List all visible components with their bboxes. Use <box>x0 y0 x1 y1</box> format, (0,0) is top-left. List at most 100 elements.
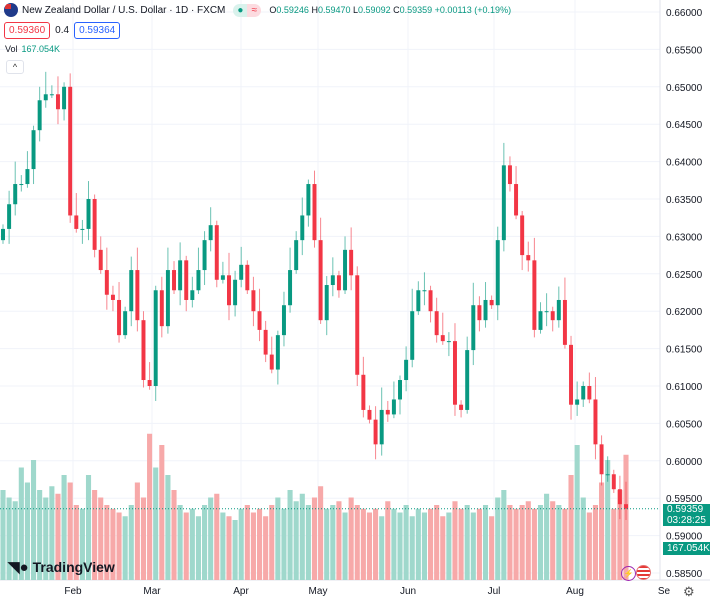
volume-bar <box>550 501 556 580</box>
candle-body <box>556 299 561 321</box>
y-tick-label: 0.62000 <box>666 307 703 318</box>
volume-bar <box>116 512 122 580</box>
bid-ask-row: 0.59360 0.4 0.59364 <box>4 22 121 39</box>
candle-body <box>605 474 610 476</box>
candle-body <box>233 279 238 306</box>
volume-bar <box>592 505 599 580</box>
volume-bar <box>55 493 61 580</box>
volume-bar <box>568 475 574 580</box>
candle-body <box>43 94 48 101</box>
candle-body <box>239 264 244 280</box>
volume-bar <box>495 497 501 580</box>
candle-body <box>410 311 415 360</box>
volume-bar <box>482 505 489 580</box>
volume-bar <box>354 505 360 580</box>
candle-body <box>25 169 30 185</box>
volume-bar <box>49 486 55 580</box>
volume-bar <box>415 508 421 580</box>
settings-gear-icon[interactable]: ⚙ <box>683 584 695 599</box>
y-tick-label: 0.63500 <box>666 195 703 206</box>
candle-body <box>379 409 384 445</box>
candle-body <box>581 386 586 400</box>
candle-body <box>159 290 164 327</box>
y-tick-label: 0.64500 <box>666 120 703 131</box>
volume-bar <box>324 508 330 580</box>
candle-body <box>611 474 616 490</box>
candle-body <box>477 305 482 321</box>
volume-bar <box>440 516 446 580</box>
volume-bar <box>489 516 495 580</box>
volume-tag: 167.054K <box>663 542 710 555</box>
candle-body <box>300 215 305 241</box>
candle-body <box>281 305 286 336</box>
symbol-title[interactable]: New Zealand Dollar / U.S. Dollar · 1D · … <box>22 4 226 16</box>
volume-bar <box>446 512 452 580</box>
candle-body <box>440 335 445 342</box>
candle-body <box>220 275 225 280</box>
volume-bar <box>556 505 562 580</box>
candle-body <box>501 165 506 241</box>
volume-bar <box>409 516 415 580</box>
volume-bar <box>318 486 324 580</box>
volume-bar <box>574 445 580 580</box>
volume-bar <box>153 467 159 580</box>
volume-bar <box>263 516 269 580</box>
candle-body <box>98 249 103 271</box>
volume-bar <box>599 482 605 580</box>
candle-body <box>184 260 189 300</box>
y-tick-label: 0.65500 <box>666 45 703 56</box>
chart-legend: New Zealand Dollar / U.S. Dollar · 1D · … <box>4 3 511 17</box>
candle-body <box>544 311 549 313</box>
candle-body <box>214 225 219 280</box>
volume-bar <box>470 512 476 580</box>
sell-button[interactable]: 0.59360 <box>4 22 51 39</box>
y-tick-label: 0.60000 <box>666 457 703 468</box>
candle-body <box>245 264 250 291</box>
buy-button[interactable]: 0.59364 <box>74 22 121 39</box>
x-tick-label: Aug <box>566 586 584 597</box>
candle-body <box>422 290 427 292</box>
candle-body <box>117 299 122 336</box>
candle-body <box>373 419 378 445</box>
volume-bar <box>299 493 305 580</box>
tradingview-logo[interactable]: ◥● TradingView <box>8 559 115 576</box>
volume-bar <box>330 505 336 580</box>
volume-bar <box>195 516 202 580</box>
candle-body <box>495 240 500 306</box>
candle-body <box>1 228 5 241</box>
volume-bar <box>531 508 537 580</box>
candle-body <box>74 215 79 229</box>
volume-bar <box>159 445 165 580</box>
volume-bar <box>366 512 373 580</box>
market-status-pill[interactable]: ● ≈ <box>233 3 262 17</box>
volume-bar <box>92 490 98 580</box>
candle-body <box>452 341 457 405</box>
candle-body <box>80 228 85 230</box>
x-tick-label: May <box>309 586 328 597</box>
volume-bar <box>476 508 482 580</box>
volume-bar <box>6 497 12 580</box>
x-tick-label: Apr <box>233 586 249 597</box>
volume-bar <box>379 516 385 580</box>
volume-bar <box>67 482 73 580</box>
volume-bar <box>403 505 409 580</box>
volume-bar <box>434 505 440 580</box>
collapse-legend-button[interactable]: ^ <box>6 60 24 74</box>
last-price-tag: 0.59359 03:28:25 <box>663 504 710 526</box>
volume-bar <box>73 505 79 580</box>
candle-body <box>428 290 433 312</box>
candle-body <box>459 404 464 410</box>
candle-body <box>599 444 604 475</box>
market-open-dot-icon: ● <box>233 3 248 17</box>
lightning-event-icon[interactable]: ⚡ <box>621 566 636 581</box>
candle-body <box>471 305 476 351</box>
volume-bar <box>165 475 171 580</box>
us-flag-event-icon[interactable] <box>636 565 651 580</box>
candle-body <box>178 260 183 291</box>
volume-bar <box>525 501 531 580</box>
candle-body <box>367 409 372 420</box>
y-tick-label: 0.65000 <box>666 83 703 94</box>
y-tick-label: 0.61000 <box>666 382 703 393</box>
volume-bar <box>189 508 195 580</box>
